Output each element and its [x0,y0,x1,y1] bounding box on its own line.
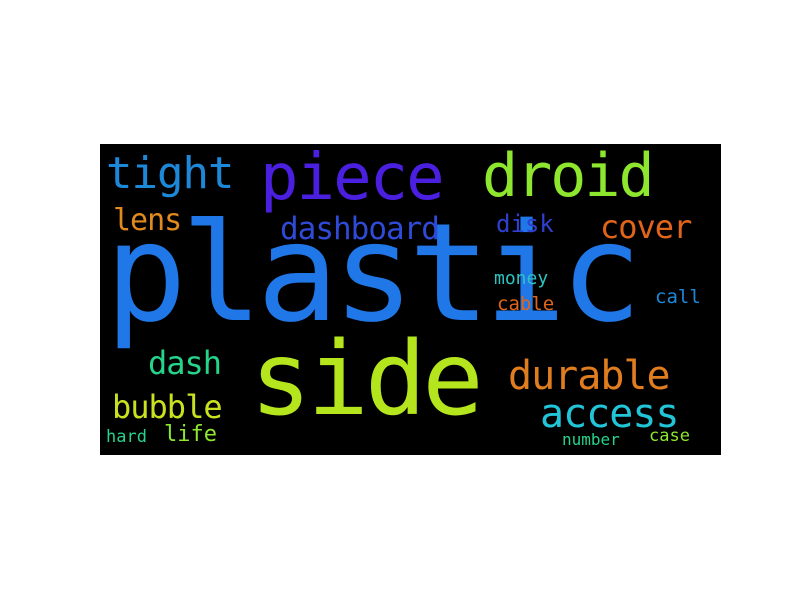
word-money: money [494,268,549,289]
word-cover: cover [600,208,692,246]
word-side: side [250,320,484,439]
word-case: case [649,426,690,446]
word-droid: droid [482,144,655,211]
word-life: life [164,422,217,447]
word-bubble: bubble [112,388,223,426]
word-disk: disk [496,210,554,238]
word-dashboard: dashboard [280,211,440,247]
word-access: access [540,391,679,437]
word-cloud-canvas: plastic side piece droid tight dashboard… [100,144,721,455]
word-cable: cable [497,293,555,315]
word-call: call [655,286,701,308]
word-piece: piece [260,144,445,215]
word-durable: durable [508,353,671,399]
word-number: number [562,430,620,449]
word-lens: lens [113,203,182,238]
word-dash: dash [148,344,222,382]
word-tight: tight [106,148,234,199]
word-plastic: plastic [105,195,642,353]
word-hard: hard [106,427,147,447]
